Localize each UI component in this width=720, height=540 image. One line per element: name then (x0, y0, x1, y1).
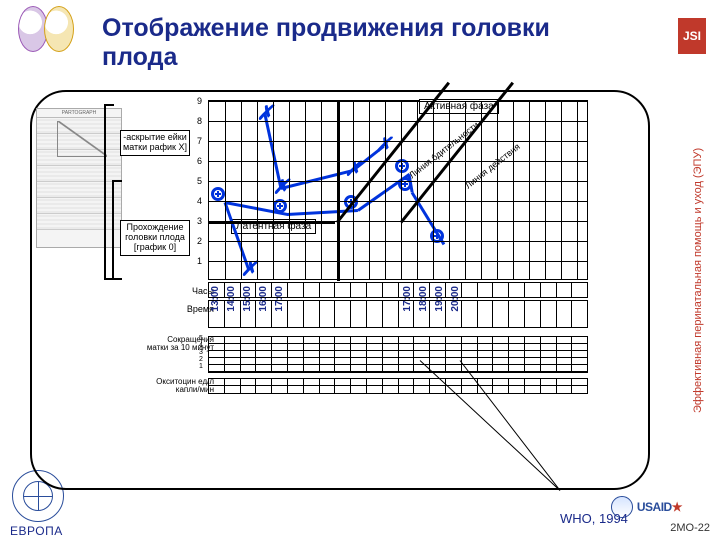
oxytocin-grid (208, 378, 588, 394)
jsi-logo: JSI (678, 18, 706, 54)
partograph-thumbnail: PARTOGRAPH (36, 108, 122, 248)
time-value: 20:00 (450, 286, 461, 312)
contractions-grid: 54321 (208, 336, 588, 373)
ylabel-descent: Прохождение головки плода [график 0] (120, 220, 190, 256)
citation: WHO, 1994 (560, 511, 628, 526)
time-value: 15:00 (242, 286, 253, 312)
contractions-label: Сокращения матки за 10 минут (146, 336, 214, 352)
slide-number: 2MO-22 (670, 522, 710, 534)
bracket-descent (112, 180, 114, 280)
oxytocin-label: Окситоцин ед/л капли/мин (146, 378, 214, 394)
time-value: 17:00 (402, 286, 413, 312)
ylabel-dilation: -аскрытие ейки матки рафик X] (120, 130, 190, 156)
chart-grid: Активная фаза Латентная фаза Линия бдите… (208, 100, 588, 280)
time-value: 18:00 (418, 286, 429, 312)
program-label: Эффективная перинатальная помощь и уход … (692, 90, 712, 470)
time-value: 17:00 (274, 286, 285, 312)
slide-title: Отображение продвижения головки плода (102, 14, 602, 72)
bracket-dilation (104, 104, 106, 280)
partograph-chart: -аскрытие ейки матки рафик X] Прохождени… (200, 100, 600, 390)
slide-root: { "title": "Отображение продвижения голо… (0, 0, 720, 540)
time-value: 13:00 (210, 286, 221, 312)
europe-label: ЕВРОПА (10, 524, 63, 538)
ovum-logo (18, 6, 86, 58)
time-value: 16:00 (258, 286, 269, 312)
time-value: 14:00 (226, 286, 237, 312)
time-value: 19:00 (434, 286, 445, 312)
marker-overlay: ✗✗✗✗✗ (217, 101, 597, 281)
